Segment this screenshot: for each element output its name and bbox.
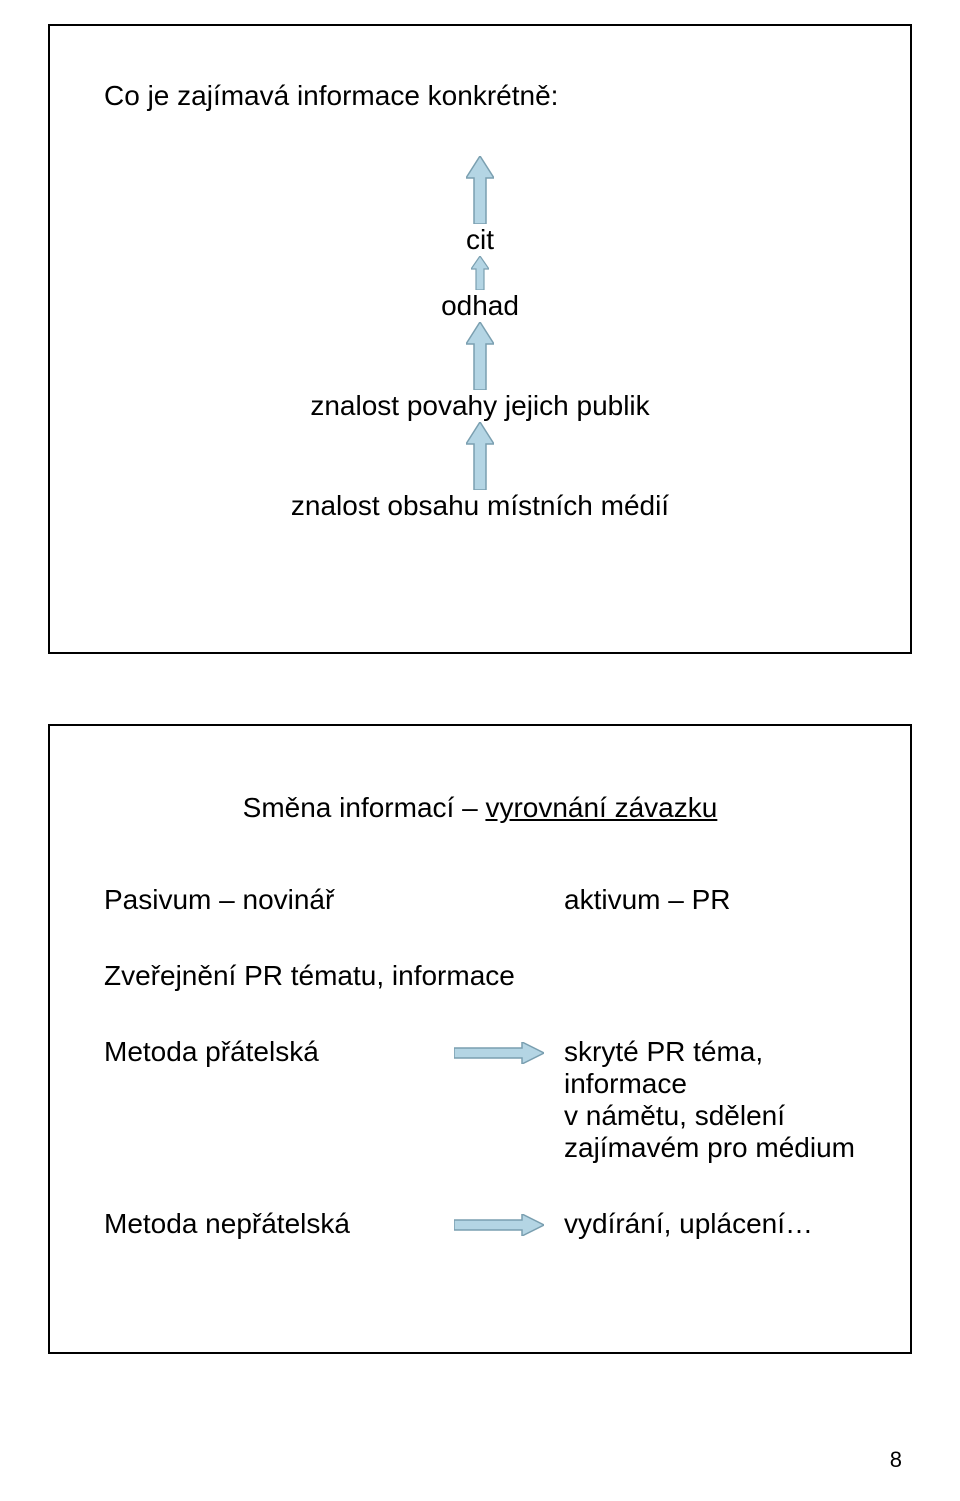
- ladder-label-medii: znalost obsahu místních médií: [291, 490, 669, 522]
- cell-left: Metoda přátelská: [104, 1036, 434, 1068]
- row-nepratelska: Metoda nepřátelská vydírání, uplácení…: [104, 1208, 856, 1240]
- arrow-right-icon: [454, 1042, 544, 1064]
- ladder-label-cit: cit: [466, 224, 494, 256]
- arrow-up-icon: [466, 156, 494, 224]
- cell-right: skryté PR téma, informace v námětu, sděl…: [564, 1036, 856, 1164]
- title-underlined: vyrovnání závazku: [485, 792, 717, 823]
- cell-mid: [434, 1208, 564, 1236]
- cell-full: Zveřejnění PR tématu, informace: [104, 960, 856, 992]
- cell-right: aktivum – PR: [564, 884, 856, 916]
- row-pratelska: Metoda přátelská skryté PR téma, informa…: [104, 1036, 856, 1164]
- arrow-up-icon: [471, 256, 489, 290]
- panel-bottom-grid: Pasivum – novinář aktivum – PR Zveřejněn…: [104, 884, 856, 1240]
- spacer: [104, 916, 856, 960]
- ladder-label-odhad: odhad: [441, 290, 519, 322]
- panel-bottom: Směna informací – vyrovnání závazku Pasi…: [48, 724, 912, 1354]
- cell-right: vydírání, uplácení…: [564, 1208, 856, 1240]
- title-plain: Směna informací –: [243, 792, 486, 823]
- row-zverejneni: Zveřejnění PR tématu, informace: [104, 960, 856, 992]
- page-number: 8: [890, 1447, 902, 1473]
- page: Co je zajímavá informace konkrétně: cit …: [0, 0, 960, 1501]
- spacer: [104, 1164, 856, 1208]
- cell-mid: [434, 1036, 564, 1064]
- cell-left: Metoda nepřátelská: [104, 1208, 434, 1240]
- cell-mid: [434, 884, 564, 890]
- cell-left: Pasivum – novinář: [104, 884, 434, 916]
- arrow-up-icon: [466, 322, 494, 390]
- ladder-label-publik: znalost povahy jejich publik: [310, 390, 649, 422]
- panel-top: Co je zajímavá informace konkrétně: cit …: [48, 24, 912, 654]
- row-pasivum: Pasivum – novinář aktivum – PR: [104, 884, 856, 916]
- arrow-up-icon: [466, 422, 494, 490]
- arrow-right-icon: [454, 1214, 544, 1236]
- ladder-column: cit odhad znalost povahy jejich publik: [104, 156, 856, 522]
- panel-top-title: Co je zajímavá informace konkrétně:: [104, 80, 558, 112]
- spacer: [104, 992, 856, 1036]
- panel-bottom-title: Směna informací – vyrovnání závazku: [50, 792, 910, 824]
